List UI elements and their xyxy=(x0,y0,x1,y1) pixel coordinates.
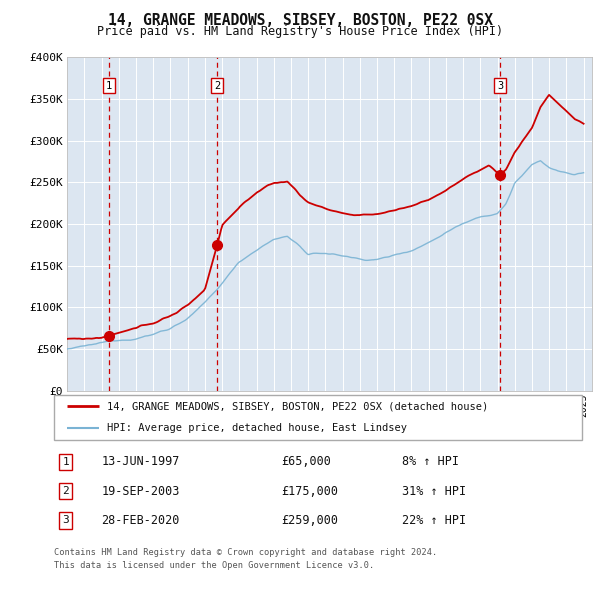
Text: 22% ↑ HPI: 22% ↑ HPI xyxy=(403,514,467,527)
Text: 14, GRANGE MEADOWS, SIBSEY, BOSTON, PE22 0SX (detached house): 14, GRANGE MEADOWS, SIBSEY, BOSTON, PE22… xyxy=(107,401,488,411)
Text: HPI: Average price, detached house, East Lindsey: HPI: Average price, detached house, East… xyxy=(107,422,407,432)
Text: 19-SEP-2003: 19-SEP-2003 xyxy=(101,484,180,498)
Text: 28-FEB-2020: 28-FEB-2020 xyxy=(101,514,180,527)
Text: £65,000: £65,000 xyxy=(281,455,331,468)
Text: 14, GRANGE MEADOWS, SIBSEY, BOSTON, PE22 0SX: 14, GRANGE MEADOWS, SIBSEY, BOSTON, PE22… xyxy=(107,13,493,28)
Text: 3: 3 xyxy=(497,81,503,90)
Text: Price paid vs. HM Land Registry's House Price Index (HPI): Price paid vs. HM Land Registry's House … xyxy=(97,25,503,38)
Text: 2: 2 xyxy=(62,486,69,496)
Text: 3: 3 xyxy=(62,516,69,526)
Text: 31% ↑ HPI: 31% ↑ HPI xyxy=(403,484,467,498)
Text: 1: 1 xyxy=(62,457,69,467)
Text: £175,000: £175,000 xyxy=(281,484,338,498)
Text: 1: 1 xyxy=(106,81,112,90)
Text: 13-JUN-1997: 13-JUN-1997 xyxy=(101,455,180,468)
Text: 2: 2 xyxy=(214,81,220,90)
Text: £259,000: £259,000 xyxy=(281,514,338,527)
FancyBboxPatch shape xyxy=(54,395,582,440)
Text: Contains HM Land Registry data © Crown copyright and database right 2024.: Contains HM Land Registry data © Crown c… xyxy=(54,548,437,556)
Text: 8% ↑ HPI: 8% ↑ HPI xyxy=(403,455,460,468)
Text: This data is licensed under the Open Government Licence v3.0.: This data is licensed under the Open Gov… xyxy=(54,560,374,569)
